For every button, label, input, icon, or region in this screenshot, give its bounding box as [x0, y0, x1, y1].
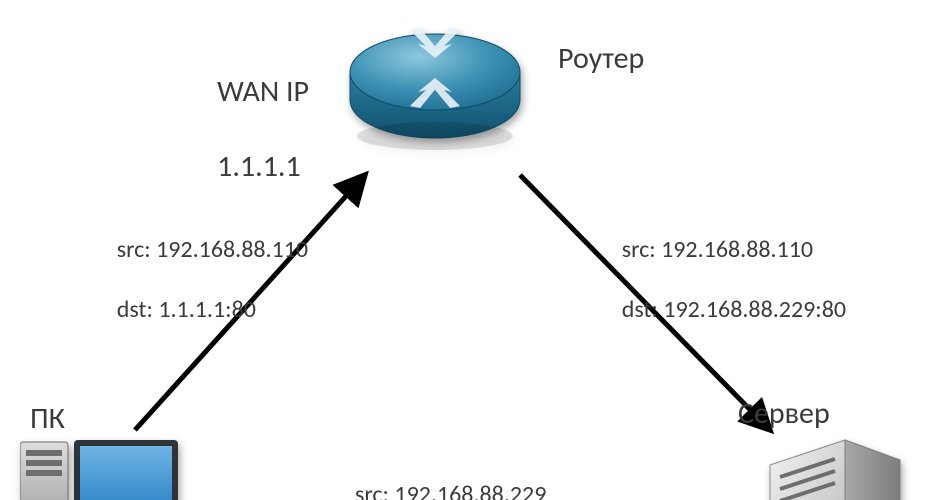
router-wan-line1: WAN IP [217, 73, 309, 110]
packet-server-reply: src: 192.168.88.229 [355, 480, 546, 500]
router-label: Роутер [558, 40, 644, 78]
server-icon [750, 435, 920, 500]
packet-router-to-server-src: src: 192.168.88.110 [622, 235, 813, 264]
pc-label: ПК [30, 400, 65, 438]
packet-pc-to-router-src: src: 192.168.88.110 [117, 235, 308, 264]
router-wan-line2: 1.1.1.1 [217, 148, 301, 185]
packet-pc-to-router: src: 192.168.88.110 dst: 1.1.1.1:80 [95, 205, 308, 355]
pc-icon [20, 440, 180, 500]
packet-router-to-server: src: 192.168.88.110 dst: 192.168.88.229:… [600, 205, 846, 355]
packet-router-to-server-dst: dst: 192.168.88.229:80 [622, 295, 846, 324]
router-wan-label: WAN IP 1.1.1.1 [190, 35, 309, 223]
packet-pc-to-router-dst: dst: 1.1.1.1:80 [117, 295, 256, 324]
server-label: Сервер [738, 395, 830, 433]
diagram-canvas: WAN IP 1.1.1.1 Роутер ПК Сервер src: 192… [0, 0, 940, 500]
router-icon [340, 0, 530, 165]
